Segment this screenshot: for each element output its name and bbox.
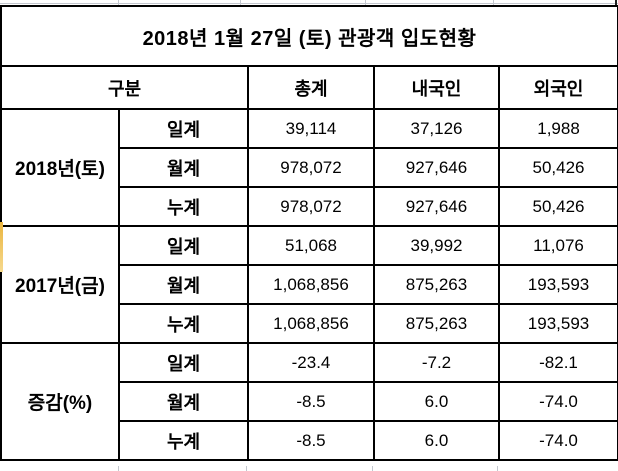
- cell-2017-daily-foreign[interactable]: 11,076: [497, 225, 618, 266]
- row-label-monthly[interactable]: 월계: [118, 147, 249, 188]
- cell-2017-daily-total[interactable]: 51,068: [247, 225, 375, 266]
- table-row: 월계 1,068,856 875,263 193,593: [1, 264, 618, 305]
- cell-2017-monthly-domestic[interactable]: 875,263: [373, 264, 500, 305]
- cell-2018-monthly-total[interactable]: 978,072: [247, 147, 375, 188]
- sheet-gridline: [240, 0, 241, 5]
- cell-2018-daily-foreign[interactable]: 1,988: [497, 108, 618, 149]
- row-label-daily[interactable]: 일계: [118, 342, 249, 383]
- sheet-gridline: [497, 466, 498, 471]
- cell-change-daily-foreign[interactable]: -82.1: [497, 342, 618, 383]
- cell-change-monthly-domestic[interactable]: 6.0: [373, 381, 500, 422]
- cell-change-cumulative-total[interactable]: -8.5: [247, 420, 375, 461]
- sheet-gridline: [0, 3, 618, 4]
- table-title: 2018년 1월 27일 (토) 관광객 입도현황: [0, 5, 618, 67]
- row-label-cumulative[interactable]: 누계: [118, 186, 249, 227]
- cell-change-daily-domestic[interactable]: -7.2: [373, 342, 500, 383]
- cell-change-cumulative-domestic[interactable]: 6.0: [373, 420, 500, 461]
- header-domestic[interactable]: 내국인: [373, 65, 500, 110]
- cell-2018-daily-domestic[interactable]: 37,126: [373, 108, 500, 149]
- cell-change-daily-total[interactable]: -23.4: [247, 342, 375, 383]
- table-row: 누계 1,068,856 875,263 193,593: [1, 303, 618, 344]
- sheet-gridline: [372, 466, 373, 471]
- cell-2018-monthly-domestic[interactable]: 927,646: [373, 147, 500, 188]
- row-label-monthly[interactable]: 월계: [118, 264, 249, 305]
- table-row: 증감(%) 일계 -23.4 -7.2 -82.1: [0, 342, 618, 461]
- cell-change-monthly-total[interactable]: -8.5: [247, 381, 375, 422]
- sheet-gridline: [246, 466, 247, 471]
- sheet-gridline-strip-top: [0, 0, 618, 5]
- table-row: 2018년 1월 27일 (토) 관광객 입도현황: [0, 5, 618, 67]
- tourist-arrival-table: 2018년 1월 27일 (토) 관광객 입도현황 구분 총계 내국인 외국인 …: [0, 5, 618, 461]
- sheet-edge-line: [615, 0, 617, 5]
- cell-2017-cumulative-domestic[interactable]: 875,263: [373, 303, 500, 344]
- cell-2018-daily-total[interactable]: 39,114: [247, 108, 375, 149]
- cell-change-monthly-foreign[interactable]: -74.0: [497, 381, 618, 422]
- sheet-gridline: [118, 466, 119, 471]
- table-row: 2017년(금) 일계 51,068 39,992 11,076: [0, 225, 618, 344]
- cell-2017-daily-domestic[interactable]: 39,992: [373, 225, 500, 266]
- row-label-daily[interactable]: 일계: [118, 225, 249, 266]
- row-label-cumulative[interactable]: 누계: [118, 420, 249, 461]
- cell-2018-cumulative-total[interactable]: 978,072: [247, 186, 375, 227]
- cell-2018-monthly-foreign[interactable]: 50,426: [497, 147, 618, 188]
- cell-2017-monthly-total[interactable]: 1,068,856: [247, 264, 375, 305]
- cell-2017-cumulative-total[interactable]: 1,068,856: [247, 303, 375, 344]
- table-row: 누계 -8.5 6.0 -74.0: [1, 420, 618, 461]
- row-label-daily[interactable]: 일계: [118, 108, 249, 149]
- group-label-2017[interactable]: 2017년(금): [0, 225, 120, 344]
- group-label-change[interactable]: 증감(%): [0, 342, 120, 461]
- row-label-cumulative[interactable]: 누계: [118, 303, 249, 344]
- header-category[interactable]: 구분: [0, 65, 249, 110]
- header-foreign[interactable]: 외국인: [497, 65, 618, 110]
- sheet-gridline: [118, 0, 119, 5]
- sheet-gridline: [365, 0, 366, 5]
- row-label-monthly[interactable]: 월계: [118, 381, 249, 422]
- sheet-gridline: [493, 0, 494, 5]
- cell-change-cumulative-foreign[interactable]: -74.0: [497, 420, 618, 461]
- table-header-row: 구분 총계 내국인 외국인: [0, 65, 618, 110]
- cell-2017-monthly-foreign[interactable]: 193,593: [497, 264, 618, 305]
- cell-2018-cumulative-domestic[interactable]: 927,646: [373, 186, 500, 227]
- table-row: 월계 978,072 927,646 50,426: [1, 147, 618, 188]
- table-row: 누계 978,072 927,646 50,426: [1, 186, 618, 227]
- cell-2017-cumulative-foreign[interactable]: 193,593: [497, 303, 618, 344]
- table-row: 2018년(토) 일계 39,114 37,126 1,988: [0, 108, 618, 227]
- row-selection-marker: [0, 222, 3, 272]
- header-total[interactable]: 총계: [247, 65, 375, 110]
- table-row: 월계 -8.5 6.0 -74.0: [1, 381, 618, 422]
- sheet-gridline-strip-bottom: [0, 466, 618, 471]
- cell-2018-cumulative-foreign[interactable]: 50,426: [497, 186, 618, 227]
- group-label-2018[interactable]: 2018년(토): [0, 108, 120, 227]
